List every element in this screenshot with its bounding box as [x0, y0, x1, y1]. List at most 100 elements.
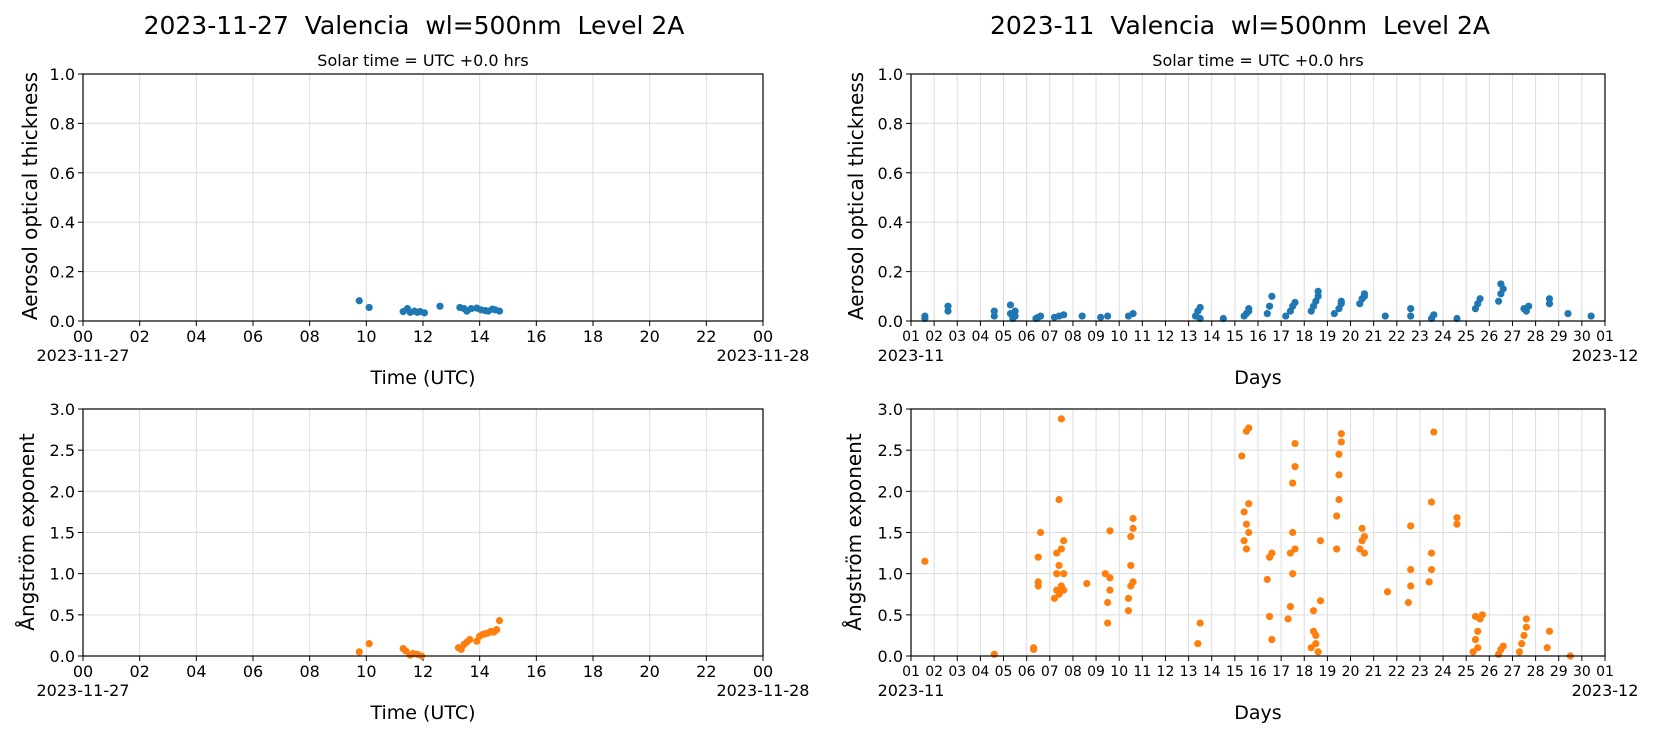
- daily-aot-data-point: [495, 307, 504, 315]
- daily-aot-subtitle: Solar time = UTC +0.0 hrs: [317, 51, 528, 70]
- monthly-angstrom-data-point: [1057, 415, 1065, 423]
- monthly-aot-x-tick-label: 12: [1157, 329, 1175, 345]
- monthly-angstrom-data-point: [921, 557, 929, 565]
- monthly-angstrom-x-tick-label: 13: [1180, 664, 1198, 680]
- daily-aot-x-tick-label: 06: [243, 327, 263, 346]
- monthly-angstrom-data-point: [1407, 522, 1415, 530]
- monthly-aot-y-tick-label: 0.4: [878, 213, 903, 232]
- monthly-aot-data-point: [1430, 311, 1438, 319]
- monthly-aot-x-tick-label: 06: [1018, 329, 1036, 345]
- monthly-angstrom-data-point: [1245, 424, 1253, 432]
- daily-aot-points: [355, 297, 504, 317]
- monthly-angstrom-data-point: [1522, 623, 1530, 631]
- daily-aot-x-tick-label: 10: [356, 327, 376, 346]
- monthly-angstrom-data-point: [1522, 615, 1530, 623]
- monthly-aot-data-point: [1268, 292, 1276, 300]
- monthly-angstrom-data-point: [1407, 582, 1415, 590]
- monthly-aot-x-tick-label: 21: [1365, 329, 1383, 345]
- daily-aot-axes-frame: [82, 73, 764, 322]
- monthly-angstrom-data-point: [1124, 607, 1133, 615]
- monthly-angstrom-x-tick-label: 07: [1041, 664, 1059, 680]
- monthly-aot-points: [921, 280, 1595, 323]
- monthly-angstrom-data-point: [1050, 594, 1059, 602]
- monthly-angstrom-data-point: [1196, 619, 1204, 627]
- daily-angstrom-x-tick-label: 04: [186, 662, 206, 681]
- daily-angstrom-x-start-date: 2023-11-27: [37, 681, 130, 700]
- daily-angstrom-y-tick-label: 0.0: [50, 647, 75, 666]
- daily-angstrom-data-point: [495, 616, 504, 625]
- daily-aot-data-point: [365, 303, 373, 312]
- monthly-angstrom-y-tick-label: 1.0: [878, 565, 903, 584]
- daily-aot-data-point: [467, 305, 475, 313]
- monthly-aot-data-point: [1330, 309, 1338, 318]
- monthly-aot-data-point: [1097, 313, 1105, 321]
- monthly-aot-data-point: [1453, 314, 1461, 323]
- monthly-angstrom-data-point: [1425, 578, 1433, 586]
- daily-aot-y-tick-label: 0.0: [50, 312, 75, 331]
- monthly-aot-data-point: [1525, 302, 1533, 310]
- daily-angstrom-x-tick-label: 06: [243, 662, 263, 681]
- monthly-angstrom-y-tick-label: 1.5: [878, 524, 903, 543]
- monthly-angstrom-data-point: [1404, 598, 1412, 607]
- monthly-angstrom-x-tick-label: 09: [1087, 664, 1105, 680]
- monthly-aot-data-point: [1337, 297, 1345, 305]
- daily-angstrom-x-tick-label: 12: [413, 662, 433, 681]
- monthly-angstrom-data-point: [1124, 594, 1133, 602]
- monthly-angstrom-x-tick-label: 27: [1504, 664, 1522, 680]
- monthly-angstrom-x-label: Days: [1234, 702, 1281, 724]
- monthly-aot-data-point: [1476, 295, 1484, 303]
- daily-angstrom-x-tick-label: 18: [583, 662, 603, 681]
- monthly-angstrom-x-tick-label: 15: [1226, 664, 1244, 680]
- monthly-aot-data-point: [944, 307, 952, 315]
- monthly-aot-x-tick-label: 10: [1110, 329, 1128, 345]
- monthly-aot-data-point: [944, 302, 952, 310]
- monthly-angstrom-x-tick-label: 05: [995, 664, 1013, 680]
- daily-angstrom-y-tick-label: 0.5: [50, 606, 75, 625]
- monthly-angstrom-data-point: [1312, 631, 1320, 640]
- daily-aot-x-tick-label: 00: [753, 327, 773, 346]
- monthly-angstrom-y-label: Ångström exponent: [842, 433, 866, 631]
- daily-angstrom-y-tick-label: 3.0: [50, 400, 75, 419]
- monthly-aot-data-point: [1291, 298, 1299, 307]
- daily-angstrom-x-tick-label: 16: [526, 662, 546, 681]
- monthly-aot-y-tick-label: 0.6: [878, 164, 903, 183]
- daily-aot-y-label: Aerosol optical thickness: [18, 72, 42, 320]
- monthly-aot-x-tick-label: 05: [995, 329, 1013, 345]
- monthly-angstrom-x-tick-label: 16: [1249, 664, 1267, 680]
- monthly-angstrom-data-point: [1453, 514, 1461, 522]
- monthly-aot-x-tick-label: 18: [1295, 329, 1313, 345]
- monthly-angstrom-data-point: [1358, 524, 1366, 532]
- monthly-angstrom-data-point: [1268, 549, 1276, 557]
- monthly-angstrom-data-point: [1036, 528, 1045, 537]
- monthly-angstrom-data-point: [1265, 612, 1274, 621]
- monthly-aot-data-point: [1381, 312, 1389, 320]
- daily-angstrom-x-tick-label: 14: [469, 662, 489, 681]
- monthly-angstrom-data-point: [1309, 607, 1318, 615]
- monthly-aot-y-tick-label: 0.0: [878, 312, 903, 331]
- monthly-angstrom-data-point: [1427, 549, 1436, 557]
- monthly-angstrom-data-point: [1291, 439, 1299, 448]
- monthly-aot-data-point: [1265, 302, 1274, 310]
- daily-angstrom-y-tick-label: 1.5: [50, 524, 75, 543]
- monthly-angstrom-data-point: [1335, 471, 1343, 479]
- monthly-aot-x-start-date: 2023-11: [878, 346, 945, 365]
- monthly-angstrom-data-point: [1034, 553, 1042, 561]
- monthly-angstrom-x-tick-label: 30: [1573, 664, 1591, 680]
- monthly-aot-data-point: [1245, 305, 1253, 313]
- monthly-angstrom-data-point: [1337, 430, 1345, 438]
- monthly-angstrom-x-tick-label: 19: [1318, 664, 1336, 680]
- monthly-angstrom-data-point: [1291, 545, 1299, 553]
- monthly-angstrom-data-point: [1360, 549, 1369, 557]
- monthly-aot-data-point: [1219, 314, 1227, 323]
- monthly-angstrom-data-point: [1289, 528, 1297, 537]
- monthly-aot-data-point: [921, 312, 929, 320]
- monthly-aot-panel: 2023-11 Valencia wl=500nm Level 2A Solar…: [844, 11, 1638, 389]
- monthly-aot-data-point: [1407, 312, 1415, 320]
- monthly-aot-subtitle: Solar time = UTC +0.0 hrs: [1152, 51, 1363, 70]
- monthly-angstrom-data-point: [1060, 586, 1068, 594]
- monthly-angstrom-grid: [910, 408, 1606, 657]
- daily-aot-y-tick-label: 0.4: [50, 213, 75, 232]
- monthly-angstrom-data-point: [1238, 452, 1246, 460]
- monthly-angstrom-x-tick-label: 23: [1411, 664, 1429, 680]
